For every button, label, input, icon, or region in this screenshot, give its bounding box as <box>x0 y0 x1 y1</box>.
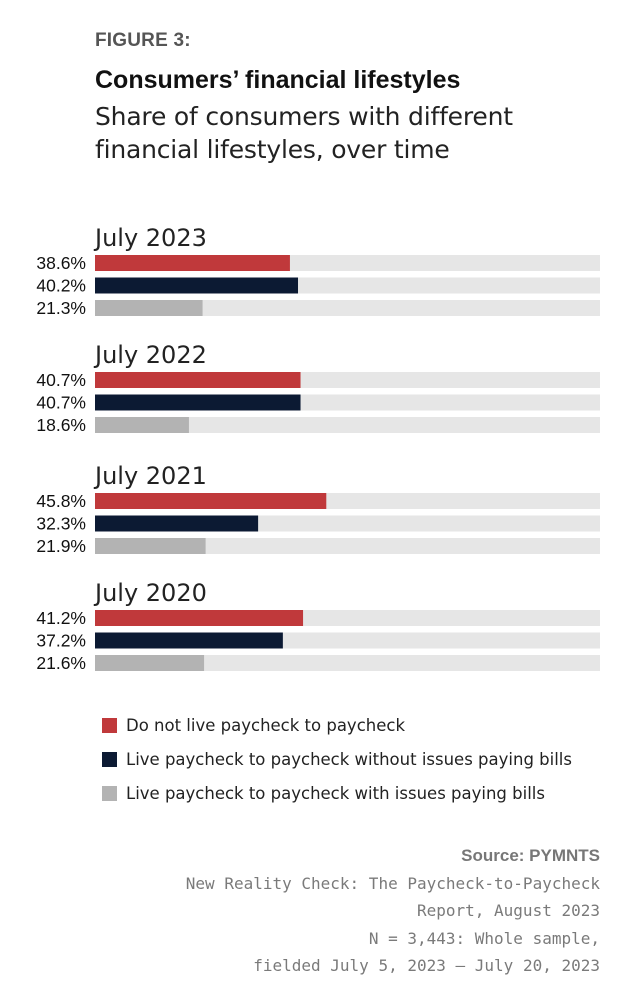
data-label: 45.8% <box>36 491 86 511</box>
legend-item: Do not live paycheck to paycheck <box>102 708 572 742</box>
legend-swatch-gray <box>102 785 117 801</box>
bar <box>95 255 290 271</box>
chart-subtitle: Share of consumers with different financ… <box>95 102 513 164</box>
data-label: 37.2% <box>36 631 86 651</box>
data-label: 18.6% <box>36 415 86 435</box>
bar <box>95 493 327 509</box>
data-label: 40.7% <box>36 370 86 390</box>
legend-label: Live paycheck to paycheck without issues… <box>126 749 572 769</box>
data-label: 21.6% <box>36 653 86 673</box>
bar-track <box>95 300 600 316</box>
bar-track <box>95 538 600 554</box>
bar <box>95 655 205 671</box>
legend-label: Do not live paycheck to paycheck <box>126 715 406 735</box>
data-label: 21.3% <box>36 298 86 318</box>
figure-label: FIGURE 3: <box>95 30 191 51</box>
bar-chart: July 2023 38.6% 40.2%21.3% July 2022 40.7% 40… <box>36 224 600 673</box>
chart-title: Consumers’ financial lifestyles <box>95 66 461 94</box>
source-note: Source: PYMNTS New Reality Check: The Pa… <box>186 842 600 980</box>
legend-item: Live paycheck to paycheck without issues… <box>102 742 572 776</box>
bar <box>95 372 301 388</box>
bar-track <box>95 417 600 433</box>
source-heading: Source: PYMNTS <box>461 846 600 865</box>
data-label: 40.7% <box>36 393 86 413</box>
source-line: New Reality Check: The Paycheck-to-Paych… <box>185 873 600 893</box>
source-line: Report, August 2023 <box>416 901 600 920</box>
bar <box>95 610 304 626</box>
bar <box>95 277 299 294</box>
bar <box>95 515 259 532</box>
data-label: 40.2% <box>36 276 86 296</box>
bar <box>95 538 206 554</box>
legend: Do not live paycheck to paycheck Live pa… <box>102 708 572 810</box>
data-label: 21.9% <box>36 536 86 556</box>
bar <box>95 300 203 316</box>
source-line: fielded July 5, 2023 – July 20, 2023 <box>253 956 600 975</box>
group-label: July 2020 <box>93 579 207 607</box>
bar <box>95 632 283 649</box>
legend-item: Live paycheck to paycheck with issues pa… <box>102 776 572 810</box>
bar <box>95 394 301 411</box>
bar <box>95 417 189 433</box>
legend-swatch-navy <box>102 751 117 767</box>
group-label: July 2022 <box>93 341 207 369</box>
data-label: 38.6% <box>36 253 86 273</box>
source-line: N = 3,443: Whole sample, <box>368 928 600 948</box>
legend-swatch-red <box>102 717 117 733</box>
data-label: 32.3% <box>36 514 86 534</box>
legend-label: Live paycheck to paycheck with issues pa… <box>126 783 545 803</box>
bar-track <box>95 655 600 671</box>
group-label: July 2021 <box>93 462 207 490</box>
data-label: 41.2% <box>36 608 86 628</box>
group-label: July 2023 <box>93 224 207 252</box>
